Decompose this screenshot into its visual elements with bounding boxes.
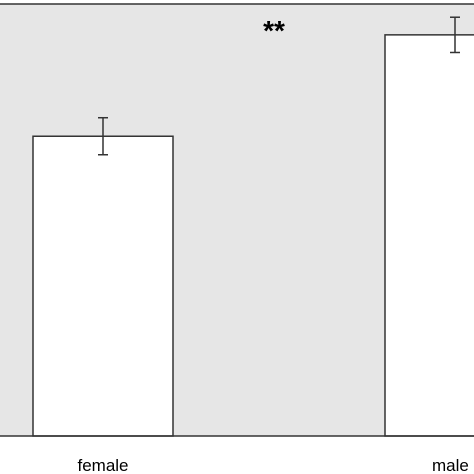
x-tick-label-female: female (77, 456, 128, 474)
bar-female (32, 135, 174, 437)
error-bar-male (450, 16, 460, 54)
x-tick-labels: female male (77, 456, 468, 474)
bar-male (384, 34, 474, 437)
significance-annotation: ** (263, 15, 285, 46)
x-tick-label-male: male (432, 456, 469, 474)
error-bar-female (98, 116, 108, 156)
error-bars-layer (98, 16, 460, 156)
